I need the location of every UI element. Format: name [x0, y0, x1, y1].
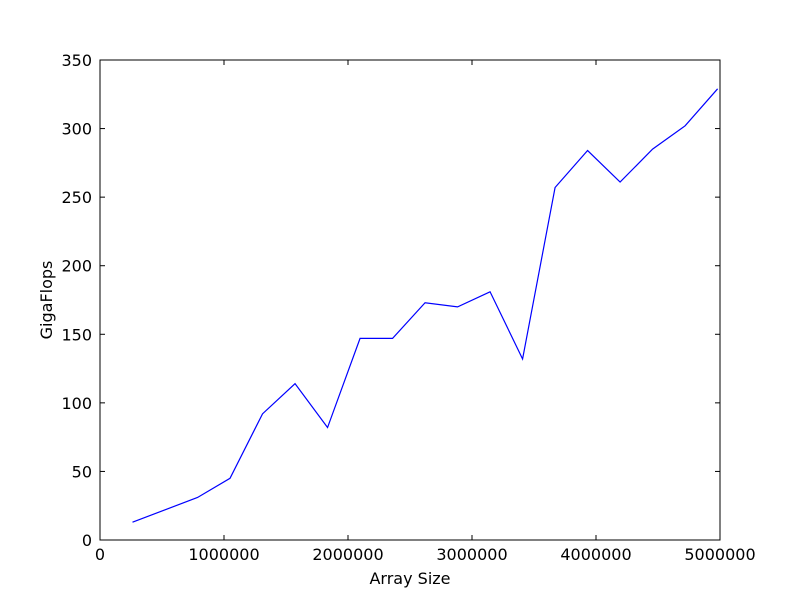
series-line-0: [132, 88, 719, 523]
plot-area: [100, 60, 720, 540]
y-tick-label: 200: [61, 257, 92, 276]
y-tick-label: 250: [61, 188, 92, 207]
plot-frame: [99, 59, 721, 541]
x-tick-label: 1000000: [188, 545, 259, 564]
x-tick-label: 5000000: [684, 545, 755, 564]
x-tick-label: 3000000: [436, 545, 507, 564]
x-tick-label: 2000000: [312, 545, 383, 564]
x-tick-label: 0: [95, 545, 105, 564]
x-axis-label: Array Size: [369, 569, 450, 588]
x-axis-ticks: 0 1000000 2000000 3000000 4000000 5000000: [95, 60, 756, 564]
x-tick-label: 4000000: [560, 545, 631, 564]
y-axis-label: GigaFlops: [37, 261, 56, 340]
y-tick-label: 0: [82, 531, 92, 550]
y-tick-label: 100: [61, 394, 92, 413]
y-tick-label: 300: [61, 120, 92, 139]
y-tick-label: 50: [72, 462, 92, 481]
series-layer: [132, 88, 719, 523]
y-tick-label: 350: [61, 51, 92, 70]
y-tick-label: 150: [61, 325, 92, 344]
